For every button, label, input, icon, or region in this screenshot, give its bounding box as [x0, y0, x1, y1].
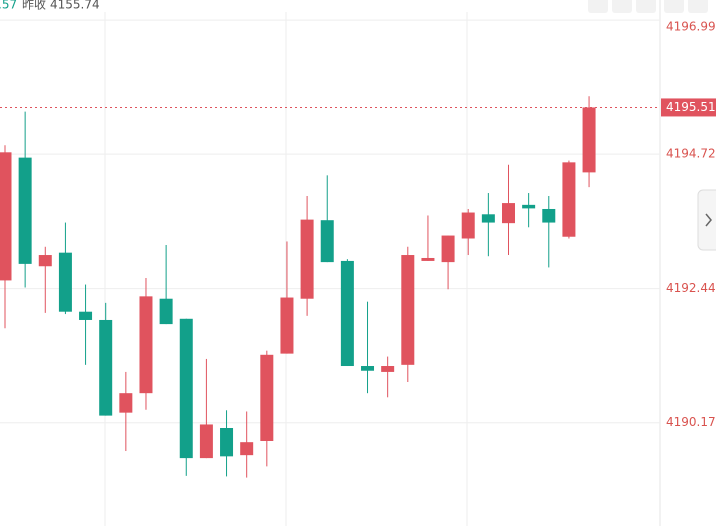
y-tick-label: 4192.44 — [666, 281, 716, 295]
tool-button[interactable] — [612, 0, 632, 13]
candle-body — [58, 252, 72, 312]
candle-body — [502, 203, 515, 224]
candle-body — [79, 311, 93, 320]
candle-body — [562, 162, 576, 237]
change-fragment: .57 — [0, 0, 17, 12]
candle-body — [99, 319, 113, 416]
candle-body — [280, 297, 294, 354]
candle-body — [522, 204, 536, 209]
candle-body — [0, 152, 12, 281]
y-tick-label: 4190.17 — [666, 415, 716, 429]
candle-body — [381, 366, 395, 372]
candle-body — [421, 257, 435, 261]
candle-body — [582, 107, 596, 173]
tool-button[interactable] — [636, 0, 656, 13]
y-tick-label: 4194.72 — [666, 147, 716, 161]
side-toggle[interactable] — [697, 189, 716, 251]
candle-body — [220, 428, 234, 457]
candle-body — [401, 255, 415, 365]
candle-body — [240, 442, 254, 456]
candle-body — [139, 296, 153, 394]
candle-body — [260, 354, 274, 441]
candle-body — [300, 219, 314, 299]
toolbar[interactable] — [588, 0, 708, 13]
last-price-box — [661, 98, 716, 117]
candle-body — [179, 318, 193, 459]
prev-close-label: 昨收 — [22, 0, 46, 12]
candle-body — [159, 298, 173, 325]
y-tick-label: 4196.99 — [666, 20, 716, 34]
candle-body — [441, 235, 455, 263]
candle-body — [340, 260, 354, 367]
candle-body — [119, 393, 133, 413]
candle-body — [199, 424, 213, 459]
candle-body — [461, 212, 475, 239]
candle-body — [38, 255, 52, 267]
tool-button[interactable] — [664, 0, 684, 13]
prev-close: 4155.74 — [50, 0, 100, 12]
candle-body — [320, 220, 334, 263]
tool-button[interactable] — [588, 0, 608, 13]
candle-body — [481, 214, 495, 223]
candle-body — [18, 157, 32, 264]
tool-button[interactable] — [688, 0, 708, 13]
candle-body — [361, 366, 375, 371]
last-price-label: 4195.51 — [666, 100, 716, 114]
candle-body — [542, 208, 556, 223]
